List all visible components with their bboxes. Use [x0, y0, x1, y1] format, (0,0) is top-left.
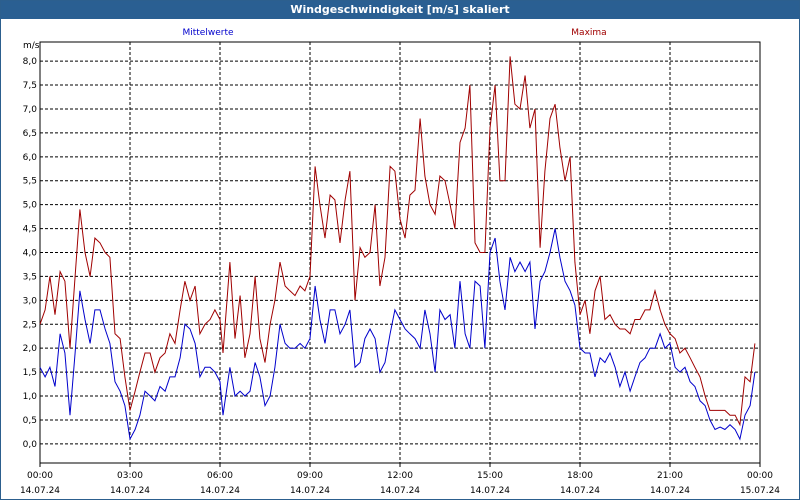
x-tick-time: 15:00	[477, 471, 503, 481]
legend-maxima: Maxima	[571, 28, 606, 38]
y-tick-label: 5,5	[23, 177, 37, 187]
y-tick-label: 3,5	[23, 272, 37, 282]
series-line-mittelwerte	[39, 228, 756, 441]
axes	[39, 41, 761, 467]
x-tick-date: 14.07.24	[200, 486, 240, 496]
x-tick-date: 14.07.24	[380, 486, 420, 496]
x-tick-time: 09:00	[297, 471, 323, 481]
y-tick-label: 5,0	[23, 201, 38, 211]
y-tick-label: 1,0	[23, 392, 38, 402]
y-tick-label: 2,0	[23, 344, 38, 354]
series-group	[39, 56, 756, 441]
y-tick-label: 7,5	[23, 81, 37, 91]
y-tick-label: 4,5	[23, 225, 37, 235]
x-tick-time: 18:00	[567, 471, 593, 481]
grid	[40, 42, 760, 463]
y-tick-label: 3,0	[23, 296, 38, 306]
y-tick-label: 1,5	[23, 368, 37, 378]
y-tick-label: 8,0	[23, 57, 38, 67]
x-tick-date: 15.07.24	[740, 486, 780, 496]
x-tick-date: 14.07.24	[110, 486, 150, 496]
x-tick-time: 03:00	[117, 471, 143, 481]
legend-mittelwerte: Mittelwerte	[182, 28, 233, 38]
x-tick-time: 21:00	[657, 471, 683, 481]
chart-title: Windgeschwindigkeit [m/s] skaliert	[1, 1, 799, 19]
x-tick-time: 06:00	[207, 471, 233, 481]
y-tick-label: 4,0	[23, 249, 38, 259]
x-tick-date: 14.07.24	[20, 486, 60, 496]
x-tick-date: 14.07.24	[560, 486, 600, 496]
x-tick-time: 00:00	[747, 471, 773, 481]
y-axis-label: m/s	[23, 41, 40, 51]
y-tick-label: 0,0	[23, 440, 38, 450]
y-tick-label: 6,0	[23, 153, 38, 163]
series-line-maxima	[39, 56, 756, 427]
x-tick-date: 14.07.24	[650, 486, 690, 496]
x-tick-date: 14.07.24	[290, 486, 330, 496]
y-tick-label: 6,5	[23, 129, 37, 139]
y-tick-label: 7,0	[23, 105, 38, 115]
tick-labels: 0,0 0,5 1,0 1,5 2,0 2,5 3,0 3,5 4,0 4,5 5,0 5,5 6,0 6…	[20, 57, 780, 496]
y-tick-label: 0,5	[23, 416, 37, 426]
x-tick-time: 12:00	[387, 471, 413, 481]
x-tick-time: 00:00	[27, 471, 53, 481]
y-tick-label: 2,5	[23, 320, 37, 330]
x-tick-date: 14.07.24	[470, 486, 510, 496]
